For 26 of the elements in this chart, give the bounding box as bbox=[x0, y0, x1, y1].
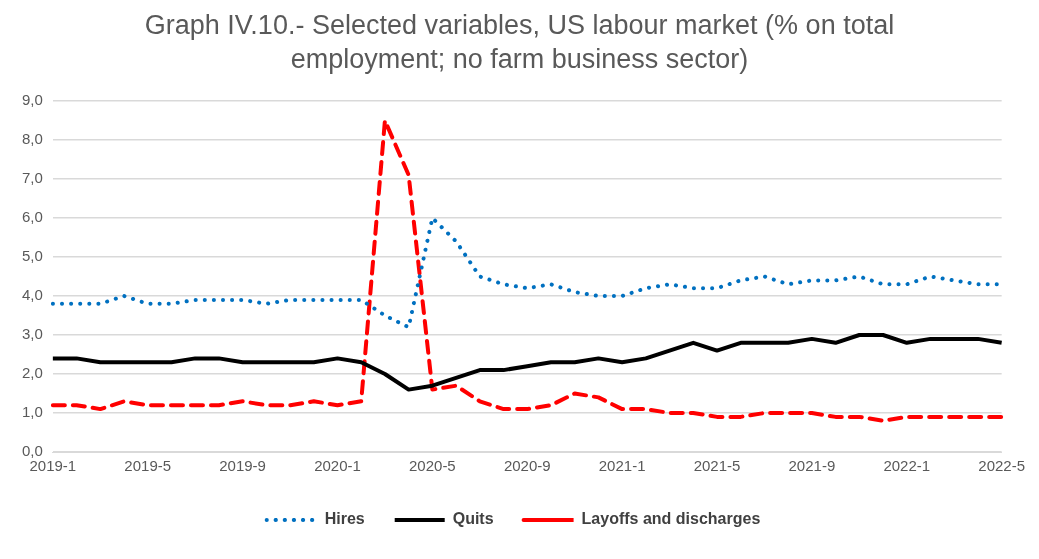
y-tick-label: 2,0 bbox=[21, 364, 43, 382]
y-tick-label: 4,0 bbox=[21, 286, 43, 304]
y-tick-label: 8,0 bbox=[21, 130, 43, 148]
legend-label: Quits bbox=[452, 510, 494, 528]
legend-label: Hires bbox=[324, 510, 365, 528]
x-tick-label: 2020-9 bbox=[503, 457, 551, 475]
chart-title: Graph IV.10.- Selected variables, US labour market (% on total employment; no farm business sector) bbox=[143, 9, 896, 76]
x-tick-label: 2022-5 bbox=[978, 457, 1026, 475]
x-tick-label: 2021-1 bbox=[598, 457, 646, 475]
x-tick-label: 2022-1 bbox=[883, 457, 931, 475]
x-tick-label: 2019-5 bbox=[124, 457, 172, 475]
x-tick-label: 2020-5 bbox=[409, 457, 456, 475]
x-tick-label: 2021-9 bbox=[788, 457, 836, 475]
y-tick-label: 1,0 bbox=[21, 403, 43, 421]
y-tick-label: 7,0 bbox=[21, 169, 43, 187]
x-tick-label: 2019-1 bbox=[29, 457, 77, 475]
y-tick-label: 0,0 bbox=[21, 442, 43, 460]
y-tick-label: 5,0 bbox=[21, 247, 43, 265]
legend-label: Layoffs and discharges bbox=[581, 510, 761, 528]
x-tick-label: 2019-9 bbox=[219, 457, 266, 475]
y-tick-label: 3,0 bbox=[21, 325, 43, 343]
x-tick-label: 2021-5 bbox=[693, 457, 741, 475]
y-tick-label: 6,0 bbox=[21, 208, 43, 226]
x-tick-label: 2020-1 bbox=[314, 457, 361, 475]
y-tick-label: 9,0 bbox=[21, 91, 43, 109]
line-series bbox=[50, 118, 1004, 423]
